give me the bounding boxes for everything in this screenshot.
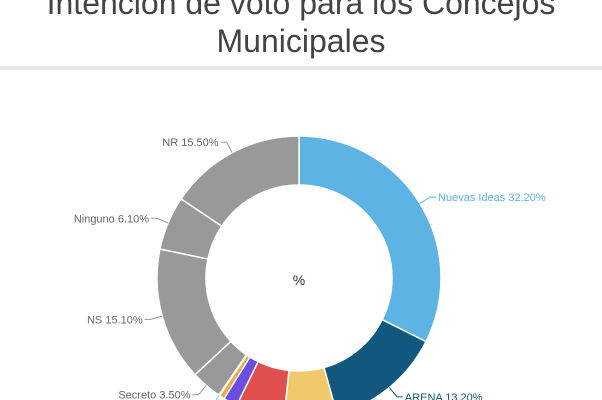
title-divider [0, 66, 602, 70]
leader-line-ninguno [151, 217, 169, 224]
leader-line-arena [388, 387, 403, 398]
label-arena: ARENA 13.20% [405, 392, 483, 400]
labels-group: Nuevas Ideas 32.20%ARENA 13.20%VAMOS 0.1… [74, 137, 546, 400]
slice-nr[interactable] [180, 135, 300, 228]
label-nr: NR 15.50% [162, 137, 218, 149]
leader-line-vamos [215, 395, 220, 400]
chart-title: Intención de voto para los Concejos Muni… [46, 0, 556, 59]
slice-nuevas-ideas[interactable] [298, 135, 442, 343]
leader-line-nr [220, 141, 233, 153]
center-label: % [293, 272, 305, 288]
leader-line-ns [144, 315, 163, 320]
label-ninguno: Ninguno 6.10% [74, 213, 149, 225]
leader-lines-group [144, 141, 437, 400]
label-secreto: Secreto 3.50% [118, 390, 190, 400]
label-ns: NS 15.10% [87, 314, 143, 326]
leader-line-secreto [192, 385, 207, 396]
label-nuevas-ideas: Nuevas Ideas 32.20% [438, 192, 546, 204]
slice-arena[interactable] [323, 318, 427, 400]
slices-group [156, 135, 442, 400]
leader-line-nuevas-ideas [419, 196, 437, 204]
